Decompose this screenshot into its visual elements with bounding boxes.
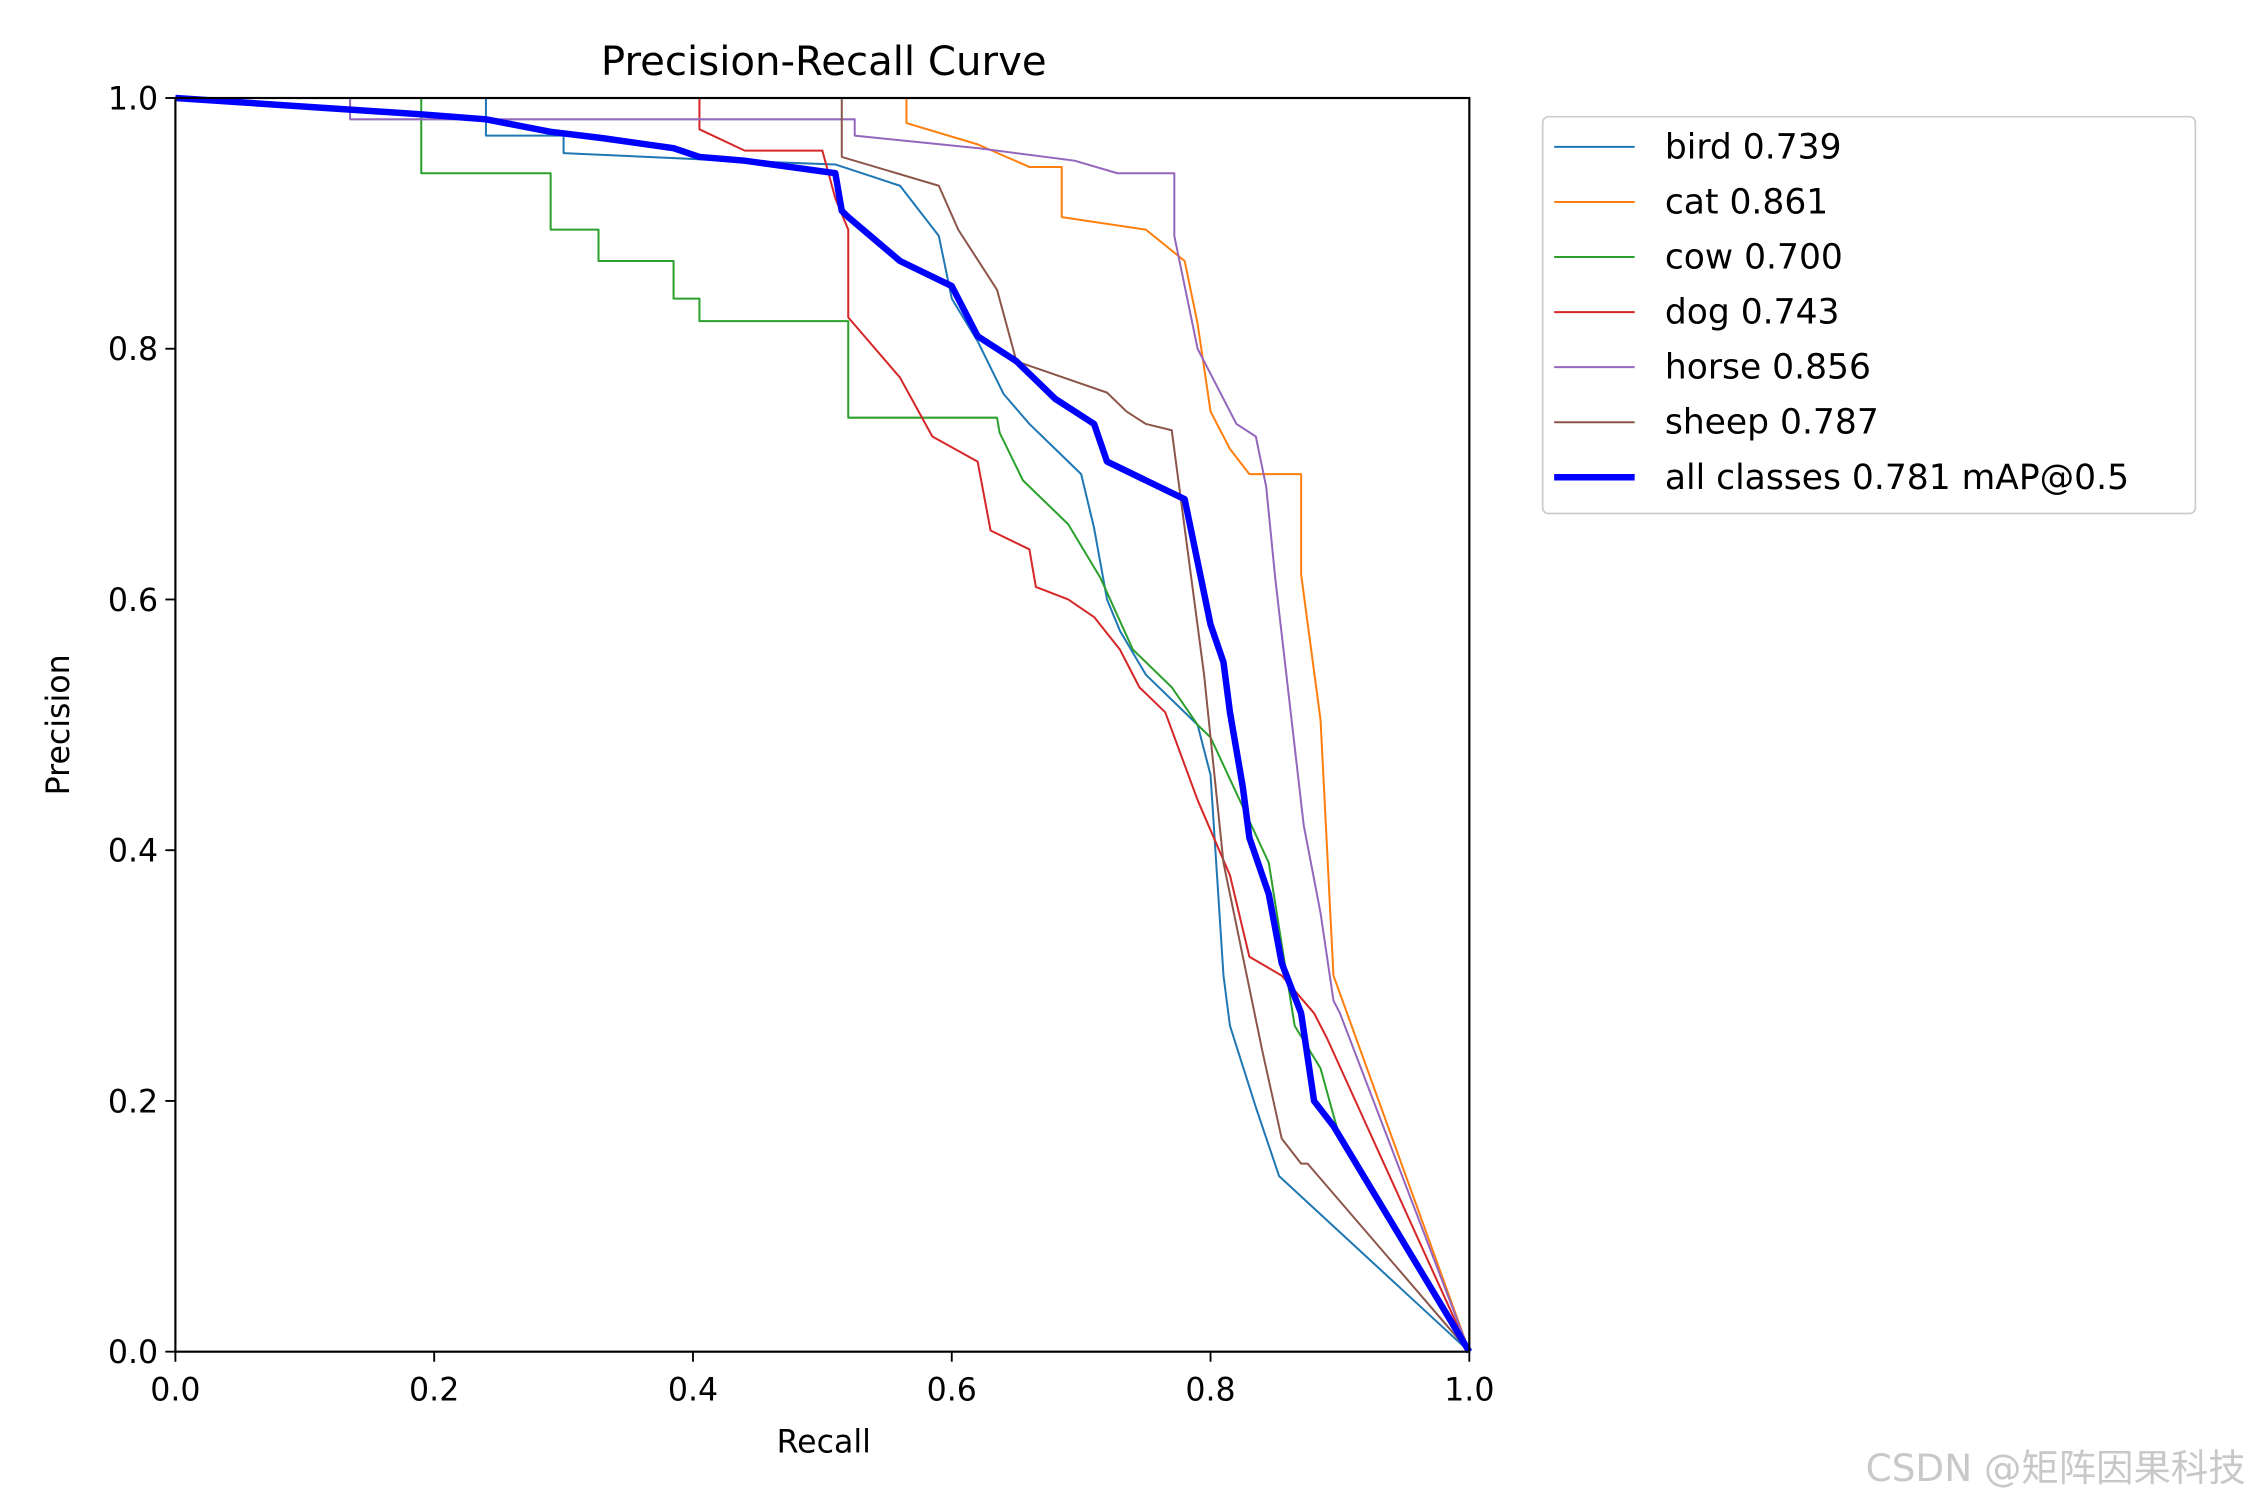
legend-box [1541, 115, 2197, 515]
x-tick-label: 0.0 [150, 1373, 200, 1409]
y-axis-label: Precision [41, 654, 77, 795]
y-tick-label: 1.0 [108, 82, 158, 118]
legend-label: bird 0.739 [1665, 127, 1842, 167]
chart-title: Precision-Recall Curve [601, 39, 1047, 85]
x-tick-label: 0.8 [1185, 1373, 1235, 1409]
y-tick-label: 0.6 [108, 583, 158, 619]
legend-label: dog 0.743 [1665, 293, 1840, 333]
y-tick-label: 0.8 [108, 332, 158, 368]
y-tick-label: 0.0 [108, 1335, 158, 1371]
pr-curve [175, 96, 1471, 1353]
legend-label: all classes 0.781 mAP@0.5 [1665, 458, 2129, 498]
y-tick-label: 0.4 [108, 834, 158, 870]
legend-label: cat 0.861 [1665, 182, 1828, 222]
pr-curve [175, 96, 1471, 1353]
x-tick-label: 1.0 [1444, 1373, 1494, 1409]
pr-curve [175, 96, 1471, 1353]
legend-label: horse 0.856 [1665, 348, 1871, 388]
pr-curve [175, 94, 1473, 1354]
x-tick-label: 0.6 [927, 1373, 977, 1409]
legend-label: cow 0.700 [1665, 238, 1843, 278]
pr-curve [175, 96, 1471, 1353]
pr-curve [175, 96, 1471, 1353]
x-tick-label: 0.2 [409, 1373, 459, 1409]
y-tick-label: 0.2 [108, 1084, 158, 1120]
x-tick-label: 0.4 [668, 1373, 718, 1409]
x-axis-label: Recall [777, 1424, 871, 1460]
plot-frame [174, 96, 1471, 1353]
watermark: CSDN @矩阵因果科技 [1866, 1446, 2246, 1490]
legend-label: sheep 0.787 [1665, 403, 1879, 443]
